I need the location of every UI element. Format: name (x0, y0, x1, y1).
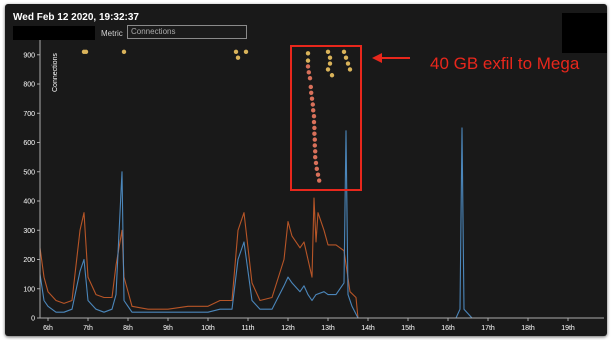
x-tick-label: 14th (361, 325, 375, 332)
y-tick-label: 600 (23, 140, 35, 147)
data-dot (345, 61, 351, 66)
data-dot (312, 125, 317, 131)
data-dot (329, 73, 335, 78)
x-tick-label: 8th (123, 325, 133, 332)
x-tick-label: 10th (201, 325, 215, 332)
y-tick-label: 300 (23, 228, 35, 235)
data-dot (327, 61, 333, 66)
data-dot (314, 166, 319, 172)
dashboard-window: Wed Feb 12 2020, 19:32:37 Metric Connect… (5, 4, 607, 336)
data-dot (309, 90, 314, 95)
x-tick-label: 18th (521, 325, 535, 332)
x-tick-label: 6th (43, 325, 53, 332)
data-dot (83, 49, 89, 55)
series-group (39, 127, 473, 319)
metric-label: Metric (101, 29, 123, 38)
data-dot (313, 154, 318, 160)
x-tick-label: 16th (441, 325, 455, 332)
metric-input[interactable]: Connections (127, 25, 247, 39)
data-dot (311, 108, 316, 113)
x-tick-label: 7th (83, 325, 93, 332)
data-dot (307, 75, 313, 81)
data-dot (347, 67, 353, 72)
data-dot (310, 102, 315, 107)
dot-group (81, 49, 353, 183)
y-tick-label: 0 (31, 316, 35, 323)
data-dot (313, 149, 318, 154)
data-dot (315, 172, 321, 177)
data-dot (233, 49, 239, 55)
data-dot (311, 113, 317, 119)
data-dot (305, 51, 311, 56)
series-line (39, 127, 473, 319)
y-tick-label: 100 (23, 286, 35, 293)
y-tick-label: 700 (23, 111, 35, 118)
series-line (39, 197, 359, 319)
data-dot (309, 96, 315, 101)
data-dot (306, 70, 311, 75)
data-dot (317, 178, 322, 183)
redacted-box (13, 26, 95, 40)
x-tick-label: 12th (281, 325, 295, 332)
data-dot (311, 119, 317, 125)
data-dot (305, 58, 311, 63)
data-dot (121, 49, 127, 55)
data-dot (243, 49, 249, 55)
data-dot (305, 64, 311, 69)
y-tick-label: 200 (23, 257, 35, 264)
data-dot (341, 49, 347, 55)
data-dot (235, 55, 241, 60)
data-dot (327, 55, 333, 60)
x-tick-label: 9th (163, 325, 173, 332)
highlight-box (290, 45, 362, 191)
redacted-box-right (562, 13, 607, 53)
data-dot (312, 143, 317, 148)
y-tick-label: 400 (23, 199, 35, 206)
data-dot (308, 84, 313, 90)
axes-group: 0 100 200 300 400 500 600 700 800 900 6th 7th 8th 9th… (23, 40, 604, 332)
data-dot (343, 55, 349, 60)
x-tick-label: 13th (321, 325, 335, 332)
y-tick-label: 900 (23, 52, 35, 59)
x-tick-label: 19th (561, 325, 575, 332)
x-tick-label: 11th (241, 325, 254, 332)
y-tick-label: 800 (23, 82, 35, 89)
y-axis-label: Connections (52, 53, 59, 92)
data-dot (313, 160, 319, 166)
data-dot (325, 49, 331, 55)
annotation-text: 40 GB exfil to Mega (430, 54, 580, 73)
data-dot (312, 131, 317, 136)
y-tick-label: 500 (23, 169, 35, 176)
x-tick-label: 15th (401, 325, 415, 332)
annotation-arrow-head (372, 53, 382, 63)
x-tick-label: 17th (481, 325, 495, 332)
data-dot (325, 67, 331, 72)
data-dot (312, 137, 317, 142)
timestamp: Wed Feb 12 2020, 19:32:37 (13, 12, 139, 23)
